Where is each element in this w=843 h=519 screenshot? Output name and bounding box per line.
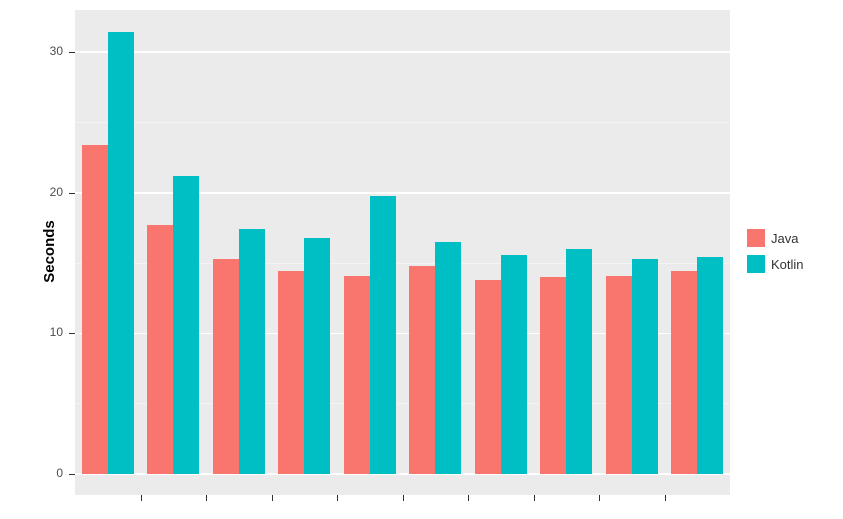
x-tick-mark: [599, 495, 600, 501]
bar-kotlin: [632, 259, 658, 474]
legend-label: Java: [771, 231, 798, 246]
bar-java: [213, 259, 239, 474]
y-tick-mark: [69, 333, 75, 334]
y-tick-label: 20: [39, 185, 63, 199]
bar-kotlin: [501, 255, 527, 474]
grid-major: [75, 51, 730, 53]
bar-kotlin: [108, 32, 134, 473]
legend-item-java: Java: [747, 227, 804, 249]
bar-kotlin: [370, 196, 396, 474]
bar-kotlin: [239, 229, 265, 474]
bar-kotlin: [435, 242, 461, 474]
bar-kotlin: [304, 238, 330, 474]
x-tick-mark: [468, 495, 469, 501]
grid-minor: [75, 122, 730, 123]
y-axis-label: Seconds: [41, 220, 58, 283]
bar-java: [82, 145, 108, 474]
x-tick-mark: [534, 495, 535, 501]
y-tick-label: 30: [39, 44, 63, 58]
legend-swatch: [747, 255, 765, 273]
x-tick-mark: [665, 495, 666, 501]
chart-container: Seconds Java Kotlin 0 10 20 30: [0, 0, 843, 519]
bar-kotlin: [566, 249, 592, 474]
bar-java: [540, 277, 566, 474]
y-tick-mark: [69, 474, 75, 475]
x-tick-mark: [337, 495, 338, 501]
y-tick-label: 10: [39, 325, 63, 339]
bar-java: [606, 276, 632, 474]
legend: Java Kotlin: [747, 227, 804, 279]
bar-java: [409, 266, 435, 474]
y-tick-mark: [69, 52, 75, 53]
x-tick-mark: [272, 495, 273, 501]
legend-swatch: [747, 229, 765, 247]
x-tick-mark: [206, 495, 207, 501]
bar-java: [475, 280, 501, 474]
bar-java: [344, 276, 370, 474]
y-tick-mark: [69, 193, 75, 194]
x-tick-mark: [141, 495, 142, 501]
legend-item-kotlin: Kotlin: [747, 253, 804, 275]
legend-label: Kotlin: [771, 257, 804, 272]
bar-java: [278, 271, 304, 473]
x-tick-mark: [403, 495, 404, 501]
y-tick-label: 0: [39, 466, 63, 480]
bar-kotlin: [697, 257, 723, 473]
bar-kotlin: [173, 176, 199, 474]
bar-java: [671, 271, 697, 473]
bar-java: [147, 225, 173, 474]
